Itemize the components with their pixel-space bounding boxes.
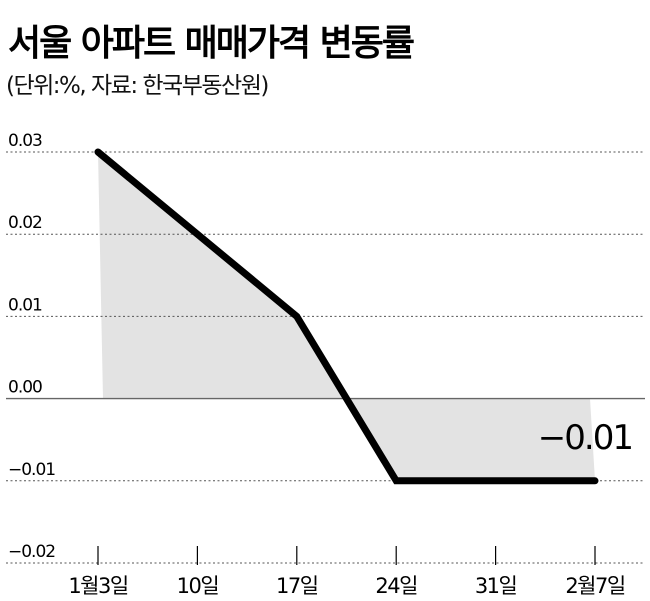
- y-tick-label: 0.00: [8, 378, 42, 398]
- series-line: [94, 148, 599, 485]
- x-tick-label: 31일: [475, 574, 517, 598]
- y-tick-label: −0.01: [8, 460, 55, 480]
- y-tick-label: 0.01: [8, 295, 42, 315]
- chart-subtitle: (단위:%, 자료: 한국부동산원): [6, 73, 269, 99]
- x-tick-label: 10일: [177, 574, 219, 598]
- x-tick-label: 1월3일: [68, 574, 128, 598]
- y-tick-label: −0.02: [8, 542, 55, 562]
- y-tick-label: 0.03: [8, 131, 42, 151]
- x-tick-label: 17일: [276, 574, 318, 598]
- last-value-label: −0.01: [538, 418, 632, 458]
- y-tick-label: 0.02: [8, 213, 42, 233]
- x-tick-label: 24일: [375, 574, 417, 598]
- x-tick-label: 2월7일: [565, 574, 625, 598]
- chart-title: 서울 아파트 매매가격 변동률: [8, 23, 415, 64]
